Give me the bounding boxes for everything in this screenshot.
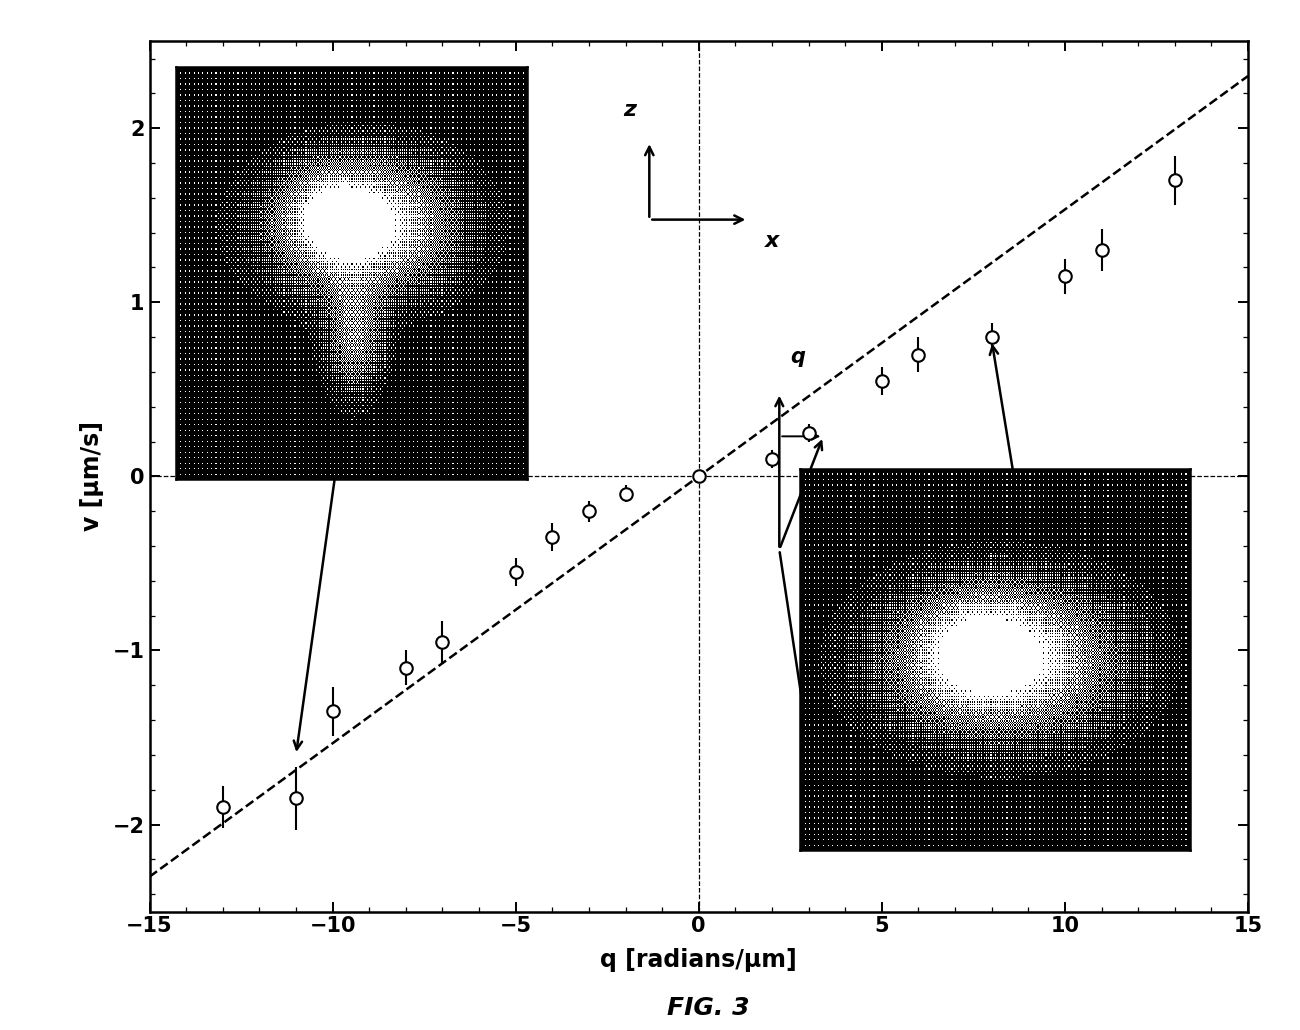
X-axis label: q [radians/μm]: q [radians/μm] (601, 948, 797, 971)
Text: FIG. 3: FIG. 3 (667, 996, 750, 1020)
Text: z: z (623, 100, 636, 119)
Text: k: k (835, 696, 848, 716)
Text: x: x (764, 232, 779, 251)
Y-axis label: v [μm/s]: v [μm/s] (81, 421, 104, 531)
Text: q: q (790, 347, 805, 367)
